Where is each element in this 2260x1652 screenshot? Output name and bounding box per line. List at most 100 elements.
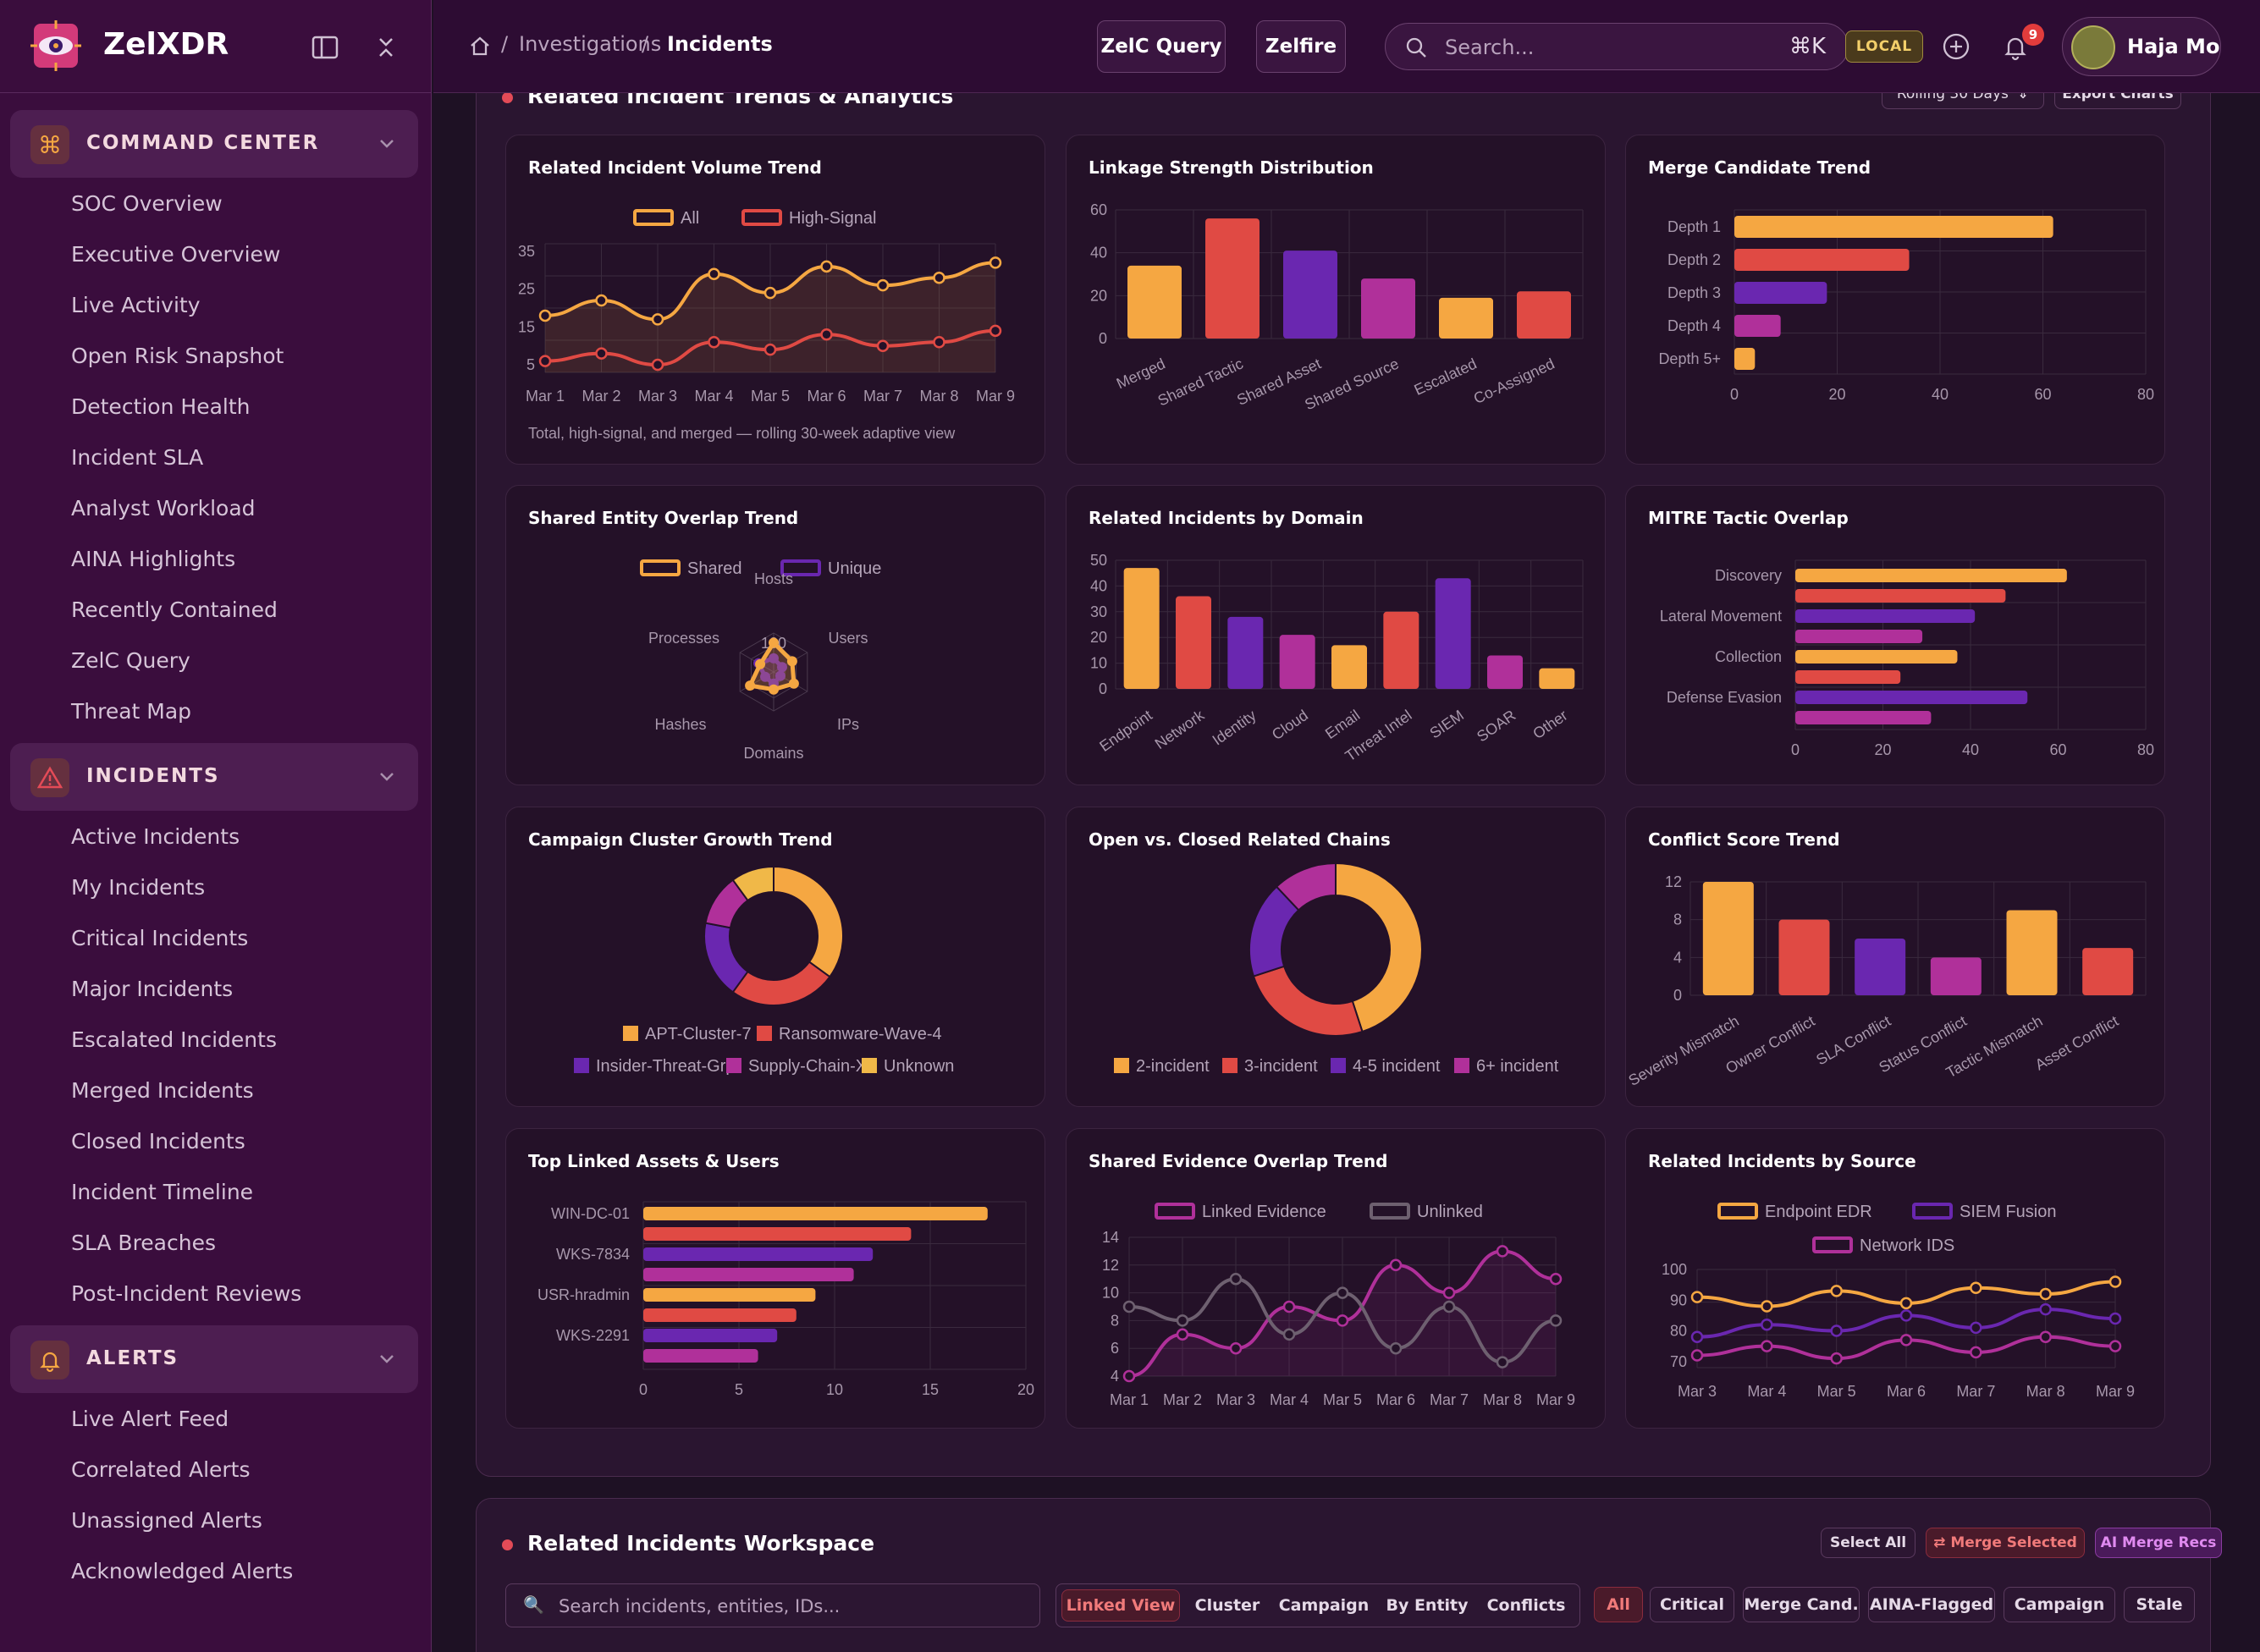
section-command-center[interactable]: ⌘ COMMAND CENTER xyxy=(10,110,418,178)
bar xyxy=(1702,882,1754,995)
sidebar-item-post-incident-reviews[interactable]: Post-Incident Reviews xyxy=(71,1281,302,1306)
chart-card-open-closed-chains: Open vs. Closed Related Chains 2-inciden… xyxy=(1066,807,1606,1107)
y-tick-label: Depth 1 xyxy=(1667,218,1721,235)
workspace-search-input[interactable]: 🔍 Search incidents, entities, IDs... xyxy=(505,1583,1040,1627)
sidebar-item-incident-sla[interactable]: Incident SLA xyxy=(71,445,204,470)
tab-campaign[interactable]: Campaign xyxy=(1278,1596,1370,1615)
collapse-icon[interactable] xyxy=(371,32,401,63)
sidebar-item-soc-overview[interactable]: SOC Overview xyxy=(71,191,223,216)
section-alerts[interactable]: ALERTS xyxy=(10,1325,418,1393)
legend-swatch xyxy=(726,1058,741,1073)
legend-swatch xyxy=(741,209,782,226)
y-tick-label: 12 xyxy=(1665,873,1682,890)
x-tick-label: Network xyxy=(1152,706,1208,752)
data-point xyxy=(769,637,779,648)
filter-aina-flagged[interactable]: AINA-Flagged xyxy=(1868,1587,1995,1622)
sidebar-item-threat-map[interactable]: Threat Map xyxy=(71,699,192,724)
sidebar-item-executive-overview[interactable]: Executive Overview xyxy=(71,242,281,267)
sidebar-item-detection-health[interactable]: Detection Health xyxy=(71,394,251,419)
bar xyxy=(643,1288,816,1302)
breadcrumb-sep: / xyxy=(642,32,649,56)
select-all-button[interactable]: Select All xyxy=(1821,1528,1915,1558)
filter-merge-cand[interactable]: Merge Cand. xyxy=(1743,1587,1860,1622)
user-menu[interactable]: Haja Mo xyxy=(2062,17,2221,76)
hbar-chart-merge-candidate: 0 20 40 60 80 Depth 1 Depth 2 Depth 3 Depth 4 Dep… xyxy=(1658,209,2154,403)
sidebar-item-closed-incidents[interactable]: Closed Incidents xyxy=(71,1129,245,1154)
bar xyxy=(1855,939,1906,995)
sidebar-item-zelc-query[interactable]: ZelC Query xyxy=(71,648,190,673)
sidebar-item-active-incidents[interactable]: Active Incidents xyxy=(71,824,240,849)
status-dot xyxy=(502,92,513,103)
breadcrumb-investigations[interactable]: Investigations xyxy=(519,32,662,56)
zelc-query-button[interactable]: ZelC Query xyxy=(1097,20,1226,73)
bar xyxy=(1383,611,1419,689)
filter-all[interactable]: All xyxy=(1594,1587,1643,1622)
donut-chart-campaign-cluster: APT-Cluster-7 Ransomware-Wave-4 Insider-Th… xyxy=(574,865,954,1076)
data-point xyxy=(1549,1272,1563,1286)
bar xyxy=(643,1329,778,1342)
sidebar-item-acknowledged-alerts[interactable]: Acknowledged Alerts xyxy=(71,1559,294,1583)
line-chart-shared-evidence: Linked Evidence Unlinked 14 12 10 8 6 4 Mar 1 Mar… xyxy=(1102,1203,1575,1408)
sidebar-item-recently-contained[interactable]: Recently Contained xyxy=(71,597,278,622)
sidebar-toggle-icon[interactable] xyxy=(310,32,340,63)
sidebar-item-correlated-alerts[interactable]: Correlated Alerts xyxy=(71,1457,251,1482)
sidebar-item-escalated-incidents[interactable]: Escalated Incidents xyxy=(71,1027,277,1052)
sidebar-item-open-risk-snapshot[interactable]: Open Risk Snapshot xyxy=(71,344,284,368)
x-tick-label: Mar 4 xyxy=(1747,1383,1786,1400)
sidebar-item-my-incidents[interactable]: My Incidents xyxy=(71,875,206,900)
tab-conflicts[interactable]: Conflicts xyxy=(1486,1596,1566,1615)
x-tick-label: 20 xyxy=(1828,386,1845,403)
notifications-bell-icon[interactable] xyxy=(2001,32,2030,61)
x-tick-label: 40 xyxy=(1962,741,1979,758)
section-incidents[interactable]: INCIDENTS xyxy=(10,743,418,811)
filter-campaign[interactable]: Campaign xyxy=(2004,1587,2115,1622)
y-tick-label: 10 xyxy=(1090,655,1107,672)
tab-linked-view[interactable]: Linked View xyxy=(1061,1589,1180,1622)
bar xyxy=(1734,282,1827,304)
bar xyxy=(1795,650,1958,664)
search-placeholder: Search... xyxy=(1445,36,1535,59)
data-point xyxy=(1830,1352,1843,1365)
data-point xyxy=(1549,1314,1563,1327)
add-icon[interactable] xyxy=(1942,32,1971,61)
sidebar-item-live-alert-feed[interactable]: Live Alert Feed xyxy=(71,1407,229,1431)
workspace-panel: Related Incidents Workspace Select All ⇄… xyxy=(476,1498,2222,1652)
global-search-input[interactable]: Search... ⌘K xyxy=(1385,23,1849,70)
sidebar-item-analyst-workload[interactable]: Analyst Workload xyxy=(71,496,256,520)
sidebar-item-sla-breaches[interactable]: SLA Breaches xyxy=(71,1231,216,1255)
merge-selected-button[interactable]: ⇄ Merge Selected xyxy=(1926,1528,2085,1558)
ai-merge-recs-button[interactable]: AI Merge Recs xyxy=(2095,1528,2222,1558)
data-point xyxy=(595,347,608,360)
bar xyxy=(1176,596,1211,689)
y-tick-label: 6 xyxy=(1111,1340,1119,1357)
chart-title: MITRE Tactic Overlap xyxy=(1648,508,1849,528)
x-tick-label: Mar 6 xyxy=(1887,1383,1926,1400)
sidebar-item-major-incidents[interactable]: Major Incidents xyxy=(71,977,234,1001)
sidebar-item-incident-timeline[interactable]: Incident Timeline xyxy=(71,1180,254,1204)
tab-cluster[interactable]: Cluster xyxy=(1194,1596,1260,1615)
sidebar-item-live-activity[interactable]: Live Activity xyxy=(71,293,201,317)
sidebar-item-merged-incidents[interactable]: Merged Incidents xyxy=(71,1078,254,1103)
bar xyxy=(1795,630,1923,643)
home-icon[interactable] xyxy=(467,34,493,59)
x-tick-label: SIEM xyxy=(1426,707,1467,742)
zelfire-button[interactable]: Zelfire xyxy=(1256,20,1346,73)
zelxdr-logo-icon[interactable] xyxy=(30,19,81,73)
sidebar-item-critical-incidents[interactable]: Critical Incidents xyxy=(71,926,249,950)
filter-critical[interactable]: Critical xyxy=(1650,1587,1734,1622)
x-tick-label: Cloud xyxy=(1269,707,1311,743)
tab-by-entity[interactable]: By Entity xyxy=(1386,1596,1469,1615)
chart-title: Campaign Cluster Growth Trend xyxy=(528,829,833,850)
x-tick-label: Endpoint xyxy=(1096,707,1155,755)
x-tick-label: Mar 1 xyxy=(1110,1391,1149,1408)
filter-stale[interactable]: Stale xyxy=(2124,1587,2195,1622)
data-point xyxy=(1690,1330,1704,1343)
pie-slice xyxy=(703,922,749,994)
sidebar-item-aina-highlights[interactable]: AINA Highlights xyxy=(71,547,236,571)
x-tick-label: Mar 7 xyxy=(1956,1383,1995,1400)
bar xyxy=(643,1207,988,1220)
sidebar-item-unassigned-alerts[interactable]: Unassigned Alerts xyxy=(71,1508,262,1533)
